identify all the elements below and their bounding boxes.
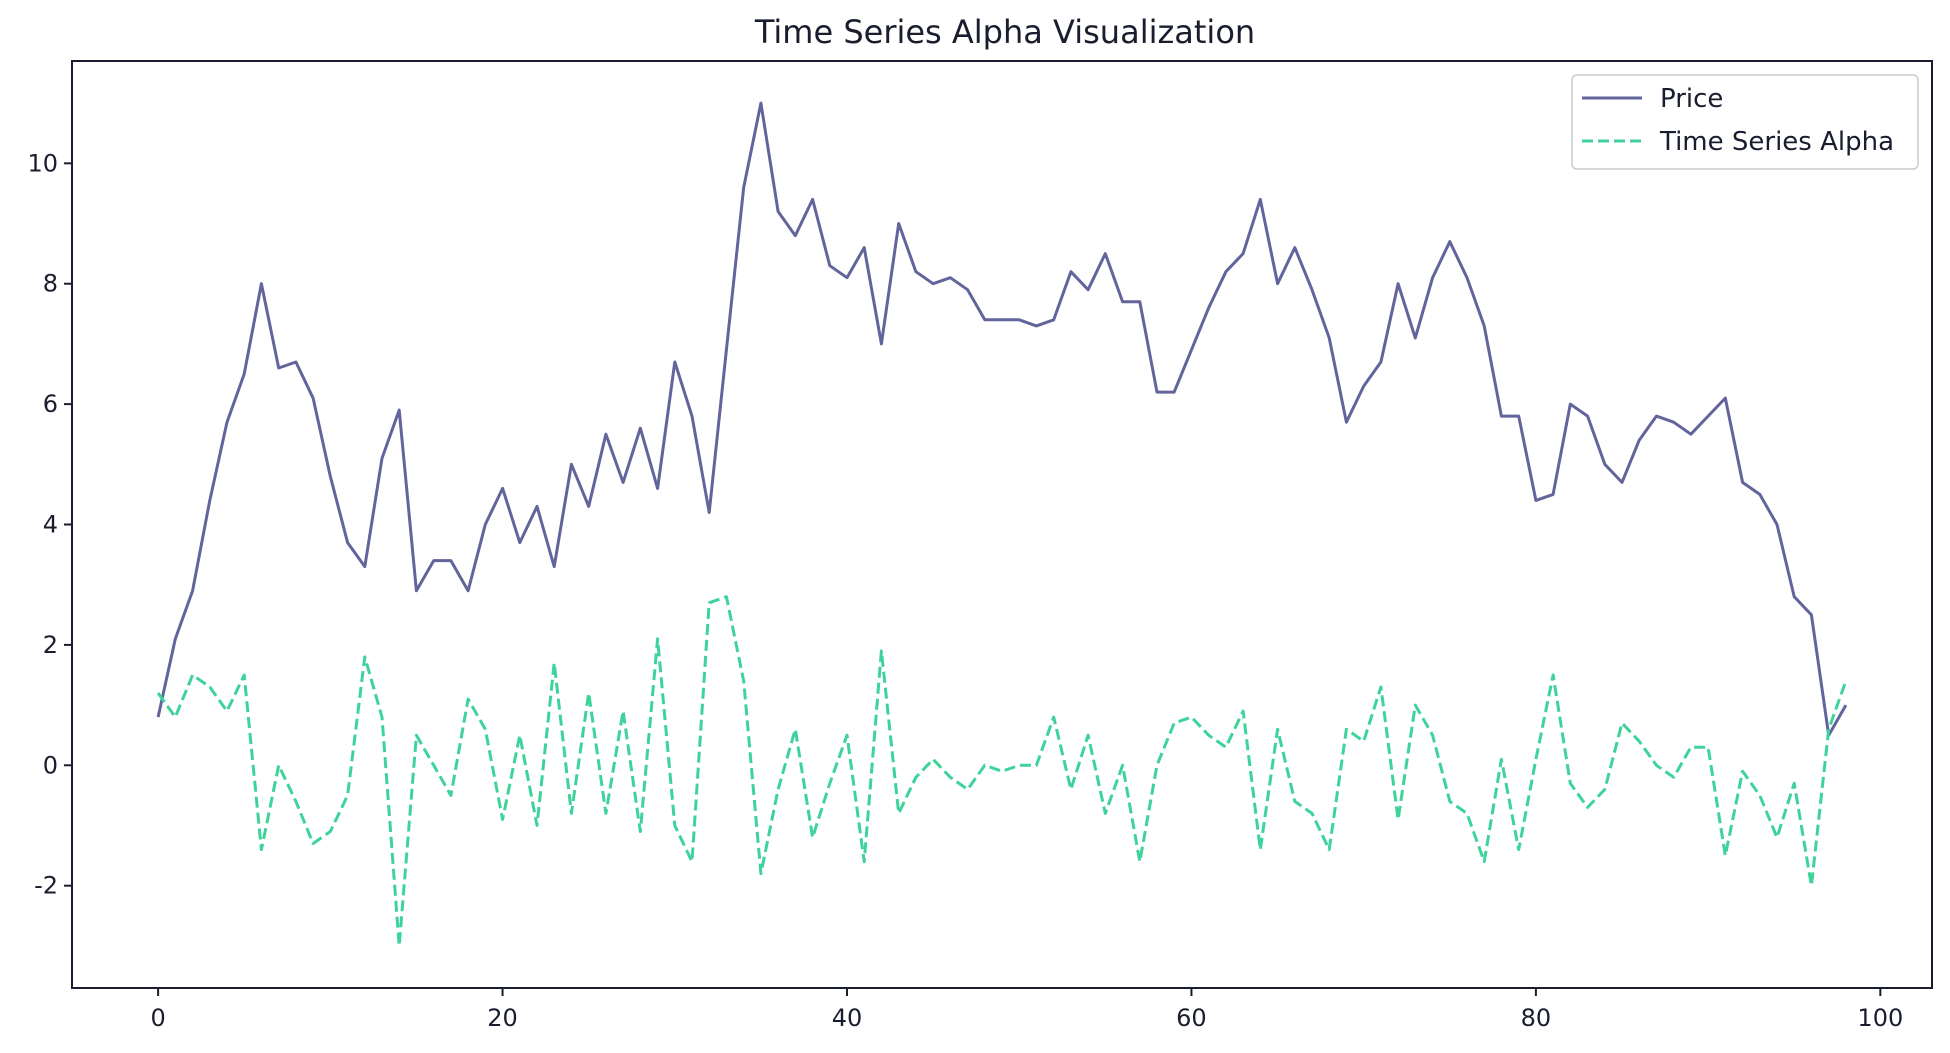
- y-tick-label: 4: [43, 511, 58, 539]
- x-tick-label: 0: [150, 1004, 165, 1032]
- x-tick-label: 80: [1521, 1004, 1552, 1032]
- x-tick-label: 20: [487, 1004, 518, 1032]
- x-tick-label: 100: [1857, 1004, 1903, 1032]
- y-tick-label: 6: [43, 390, 58, 418]
- y-tick-label: 2: [43, 631, 58, 659]
- y-tick-label: -2: [34, 872, 58, 900]
- chart-title: Time Series Alpha Visualization: [754, 13, 1255, 51]
- x-tick-label: 40: [832, 1004, 863, 1032]
- plot-area: [156, 101, 1848, 948]
- y-tick-label: 10: [27, 149, 58, 177]
- x-axis: 0 20 40 60 80 100: [150, 988, 1903, 1032]
- y-tick-label: 8: [43, 270, 58, 298]
- x-tick-label: 60: [1176, 1004, 1207, 1032]
- legend-label-price: Price: [1660, 84, 1723, 114]
- y-tick-label: 0: [43, 751, 58, 779]
- y-axis: -2 0 2 4 6 8 10: [27, 149, 72, 900]
- legend-label-time-series-alpha: Time Series Alpha: [1659, 127, 1894, 157]
- legend: Price Time Series Alpha: [1571, 74, 1919, 170]
- series-line-price: [156, 101, 1848, 737]
- plot-frame: [71, 60, 1933, 989]
- legend-box: [1571, 74, 1919, 170]
- series-line-time-series-alpha: [156, 595, 1848, 948]
